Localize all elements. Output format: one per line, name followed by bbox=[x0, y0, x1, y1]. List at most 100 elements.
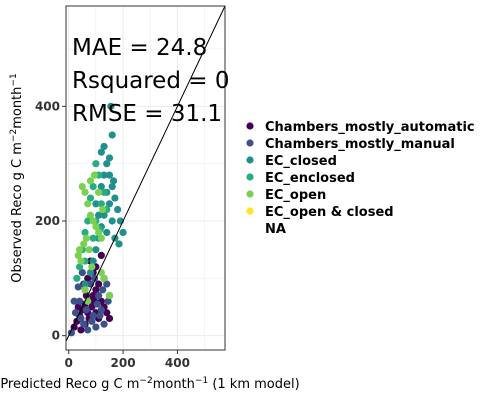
legend-key bbox=[246, 122, 254, 130]
x-tick-label: 0 bbox=[65, 356, 73, 370]
data-point bbox=[99, 286, 107, 294]
data-point bbox=[96, 312, 104, 320]
data-point bbox=[89, 257, 97, 265]
y-axis-title: Observed Reco g C m−2month−1 bbox=[9, 73, 25, 282]
data-point bbox=[86, 177, 95, 185]
annotation-mae: MAE = 24.8 bbox=[72, 35, 207, 61]
data-point bbox=[99, 205, 107, 214]
data-point bbox=[78, 183, 86, 191]
data-point bbox=[114, 205, 122, 214]
data-point bbox=[77, 314, 85, 323]
data-point bbox=[92, 286, 100, 294]
data-point bbox=[95, 291, 103, 300]
data-point bbox=[80, 320, 88, 328]
legend-key bbox=[246, 190, 254, 198]
annotation-rsquared: Rsquared = 0 bbox=[72, 68, 229, 94]
data-point bbox=[89, 291, 97, 300]
data-point bbox=[74, 283, 82, 291]
data-point bbox=[89, 217, 97, 225]
data-point bbox=[95, 188, 103, 196]
data-point bbox=[75, 297, 84, 305]
data-point bbox=[89, 183, 97, 191]
data-point bbox=[103, 309, 111, 317]
data-point bbox=[105, 314, 114, 323]
data-point bbox=[92, 323, 100, 331]
data-point bbox=[105, 154, 114, 162]
y-axis-ticks: 0 200 400 bbox=[35, 99, 66, 343]
legend-label: Chambers_mostly_automatic bbox=[265, 120, 475, 135]
data-point bbox=[95, 280, 103, 288]
data-point bbox=[103, 280, 111, 288]
y-tick-label: 0 bbox=[52, 329, 60, 343]
data-point bbox=[81, 188, 89, 196]
data-point bbox=[82, 306, 90, 314]
data-point bbox=[77, 257, 85, 265]
data-point bbox=[100, 142, 108, 151]
data-point bbox=[95, 211, 103, 219]
data-point bbox=[115, 240, 123, 248]
data-point bbox=[84, 200, 92, 208]
legend-label: Chambers_mostly_manual bbox=[265, 137, 455, 152]
data-point bbox=[92, 223, 100, 231]
data-point bbox=[100, 171, 108, 179]
data-point bbox=[74, 251, 82, 259]
data-point bbox=[103, 228, 111, 237]
data-point bbox=[108, 131, 116, 139]
legend-label: EC_enclosed bbox=[265, 171, 355, 186]
data-point bbox=[100, 274, 108, 282]
data-point bbox=[93, 300, 101, 308]
data-point bbox=[86, 194, 95, 202]
data-point bbox=[82, 234, 90, 242]
data-point bbox=[109, 177, 118, 185]
data-point bbox=[100, 188, 108, 196]
one-to-one-line bbox=[65, 5, 226, 342]
data-point bbox=[73, 274, 81, 282]
legend-label: NA bbox=[265, 222, 286, 237]
data-point bbox=[92, 160, 100, 168]
data-point bbox=[97, 200, 105, 208]
data-point bbox=[81, 286, 89, 294]
data-point bbox=[75, 246, 84, 254]
data-point bbox=[88, 317, 96, 325]
legend-key bbox=[246, 156, 254, 164]
data-point bbox=[80, 240, 88, 248]
data-point bbox=[90, 171, 99, 179]
data-point bbox=[105, 171, 114, 179]
data-point bbox=[97, 183, 105, 191]
x-tick-label: 200 bbox=[111, 356, 136, 370]
data-point bbox=[81, 228, 89, 237]
data-point bbox=[108, 183, 116, 191]
data-point bbox=[77, 326, 85, 334]
data-point bbox=[97, 251, 105, 259]
data-point bbox=[88, 263, 96, 271]
legend: Chambers_mostly_automatic Chambers_mostly… bbox=[246, 120, 475, 237]
data-points bbox=[67, 102, 127, 337]
x-axis-title: Predicted Reco g C m−2month−1 (1 km mode… bbox=[0, 376, 299, 392]
data-point bbox=[108, 217, 116, 225]
legend-label: EC_open & closed bbox=[265, 205, 394, 220]
legend-key bbox=[246, 173, 254, 181]
legend-key bbox=[246, 139, 254, 147]
data-point bbox=[89, 234, 97, 242]
x-tick-label: 400 bbox=[165, 356, 190, 370]
y-tick-label: 200 bbox=[35, 214, 60, 228]
data-point bbox=[97, 148, 105, 156]
data-point bbox=[95, 228, 103, 237]
y-tick-label: 400 bbox=[35, 99, 60, 113]
data-point bbox=[89, 312, 97, 320]
data-point bbox=[84, 274, 92, 282]
data-point bbox=[78, 269, 86, 277]
data-point bbox=[111, 194, 119, 202]
data-point bbox=[105, 291, 114, 300]
data-point bbox=[100, 320, 108, 328]
legend-key bbox=[246, 207, 254, 215]
data-point bbox=[75, 263, 84, 271]
data-point bbox=[74, 303, 82, 311]
data-point bbox=[97, 306, 105, 314]
legend-label: EC_open bbox=[265, 188, 326, 203]
legend-label: EC_closed bbox=[265, 154, 337, 169]
data-point bbox=[105, 200, 114, 208]
data-point bbox=[81, 280, 89, 288]
data-point bbox=[103, 160, 111, 168]
